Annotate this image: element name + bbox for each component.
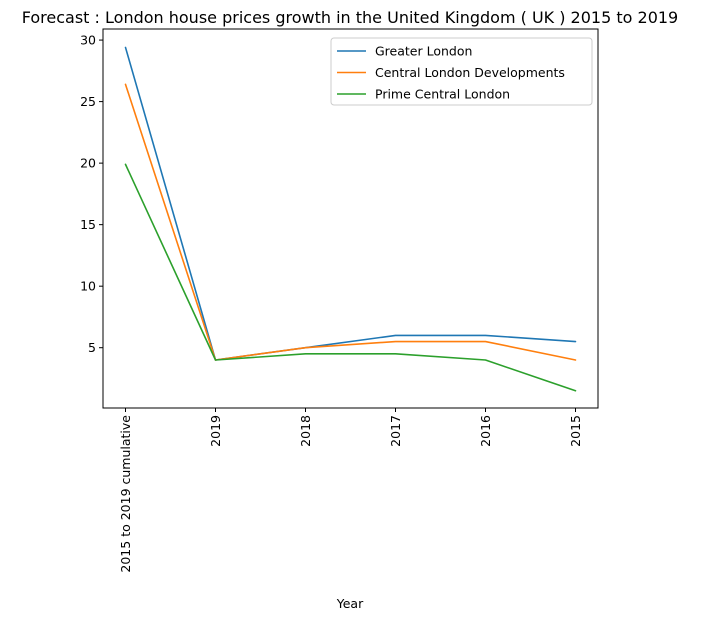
legend-label: Prime Central London (375, 87, 510, 102)
legend-label: Greater London (375, 44, 472, 59)
x-tick-label: 2018 (298, 415, 313, 447)
y-tick-label: 10 (80, 279, 96, 294)
y-tick-label: 5 (88, 340, 96, 355)
y-tick-label: 20 (80, 156, 96, 171)
x-axis-label: Year (336, 596, 364, 611)
legend: Greater London Central London Development… (330, 37, 593, 106)
y-tick-label: 30 (80, 33, 96, 48)
legend-box (330, 37, 593, 106)
y-axis: 5 10 15 20 25 30 (80, 33, 103, 355)
x-tick-label: 2015 (568, 415, 583, 447)
x-tick-label: 2017 (388, 415, 403, 447)
x-tick-label: 2015 to 2019 cumulative (118, 415, 133, 573)
series-line-3 (124, 163, 577, 392)
series-layer (124, 46, 577, 392)
y-tick-label: 25 (80, 94, 96, 109)
series-line-1 (124, 46, 577, 361)
x-tick-label: 2016 (478, 415, 493, 447)
legend-label: Central London Developments (375, 65, 565, 80)
x-axis: 2015 to 2019 cumulative 2019 2018 2017 2016 2… (118, 408, 583, 573)
y-tick-label: 15 (80, 217, 96, 232)
series-line-2 (124, 83, 577, 361)
chart-title: Forecast : London house prices growth in… (22, 8, 678, 27)
plot-area-frame (102, 28, 599, 409)
x-tick-label: 2019 (208, 415, 223, 447)
